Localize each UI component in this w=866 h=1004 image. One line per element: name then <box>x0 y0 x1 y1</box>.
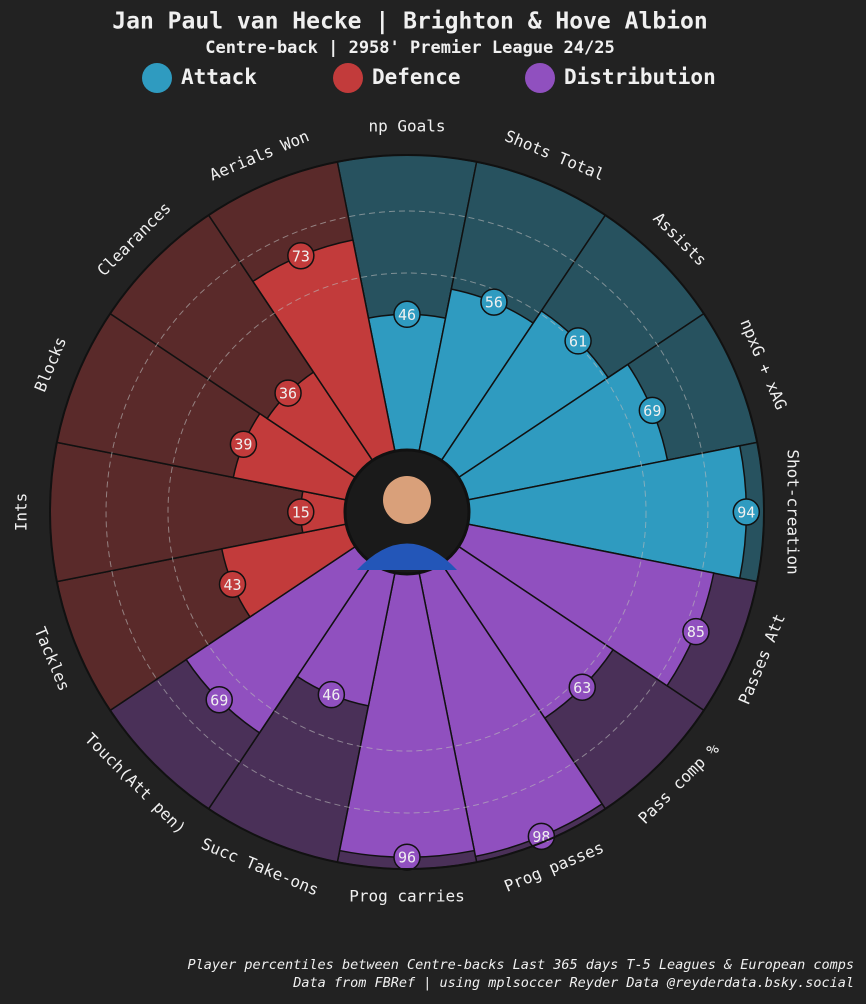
grid <box>105 210 709 814</box>
value-badge <box>287 242 315 270</box>
grid-ring <box>167 272 647 752</box>
footnote: Data from FBRef | using mplsoccer Reyder… <box>292 975 854 991</box>
category-label: Tackles <box>31 624 74 694</box>
category-label: Ints <box>12 493 31 532</box>
legend-label: Defence <box>372 65 461 89</box>
value-label: 63 <box>573 679 591 697</box>
value-badge <box>229 430 258 458</box>
value-label: 85 <box>687 623 705 641</box>
value-badge <box>732 498 761 526</box>
value-badge <box>393 300 421 329</box>
value-label: 46 <box>322 686 340 704</box>
value-label: 15 <box>292 504 310 522</box>
footnote: Player percentiles between Centre-backs … <box>188 957 854 973</box>
value-badge <box>393 843 421 871</box>
grid-ring <box>105 210 709 814</box>
value-badge <box>274 379 302 407</box>
value-badge <box>205 686 233 714</box>
value-label: 61 <box>569 332 587 350</box>
value-label: 94 <box>737 504 755 522</box>
photo-shirt <box>357 543 457 570</box>
category-label: np Goals <box>368 117 445 136</box>
value-badge <box>638 396 667 425</box>
outer-ring <box>49 154 765 870</box>
legend-swatch <box>333 63 363 93</box>
bars <box>185 239 747 858</box>
value-badge <box>287 498 315 526</box>
photo-head <box>383 476 431 524</box>
category-label: Shot-creation <box>784 449 803 574</box>
value-label: 73 <box>292 247 310 265</box>
value-label: 69 <box>210 691 228 709</box>
value-label: 96 <box>398 849 416 867</box>
legend-swatch <box>142 63 172 93</box>
legend-label: Attack <box>181 65 257 89</box>
value-label: 69 <box>643 402 661 420</box>
value-label: 39 <box>234 436 252 454</box>
value-badge <box>564 327 592 355</box>
category-label: Prog carries <box>349 887 465 906</box>
legend-label: Distribution <box>564 65 716 89</box>
value-badge <box>568 673 597 702</box>
value-badge <box>682 617 710 646</box>
value-label: 43 <box>223 576 241 594</box>
value-label: 56 <box>485 294 503 312</box>
category-label: Blocks <box>31 334 71 395</box>
chart-subtitle: Centre-back | 2958' Premier League 24/25 <box>205 38 614 58</box>
value-badge <box>480 288 508 316</box>
chart-title: Jan Paul van Hecke | Brighton & Hove Alb… <box>112 9 707 35</box>
value-label: 46 <box>398 306 416 324</box>
legend-swatch <box>525 63 555 93</box>
value-badge <box>218 570 247 599</box>
value-badge <box>317 680 346 709</box>
value-label: 36 <box>279 385 297 403</box>
